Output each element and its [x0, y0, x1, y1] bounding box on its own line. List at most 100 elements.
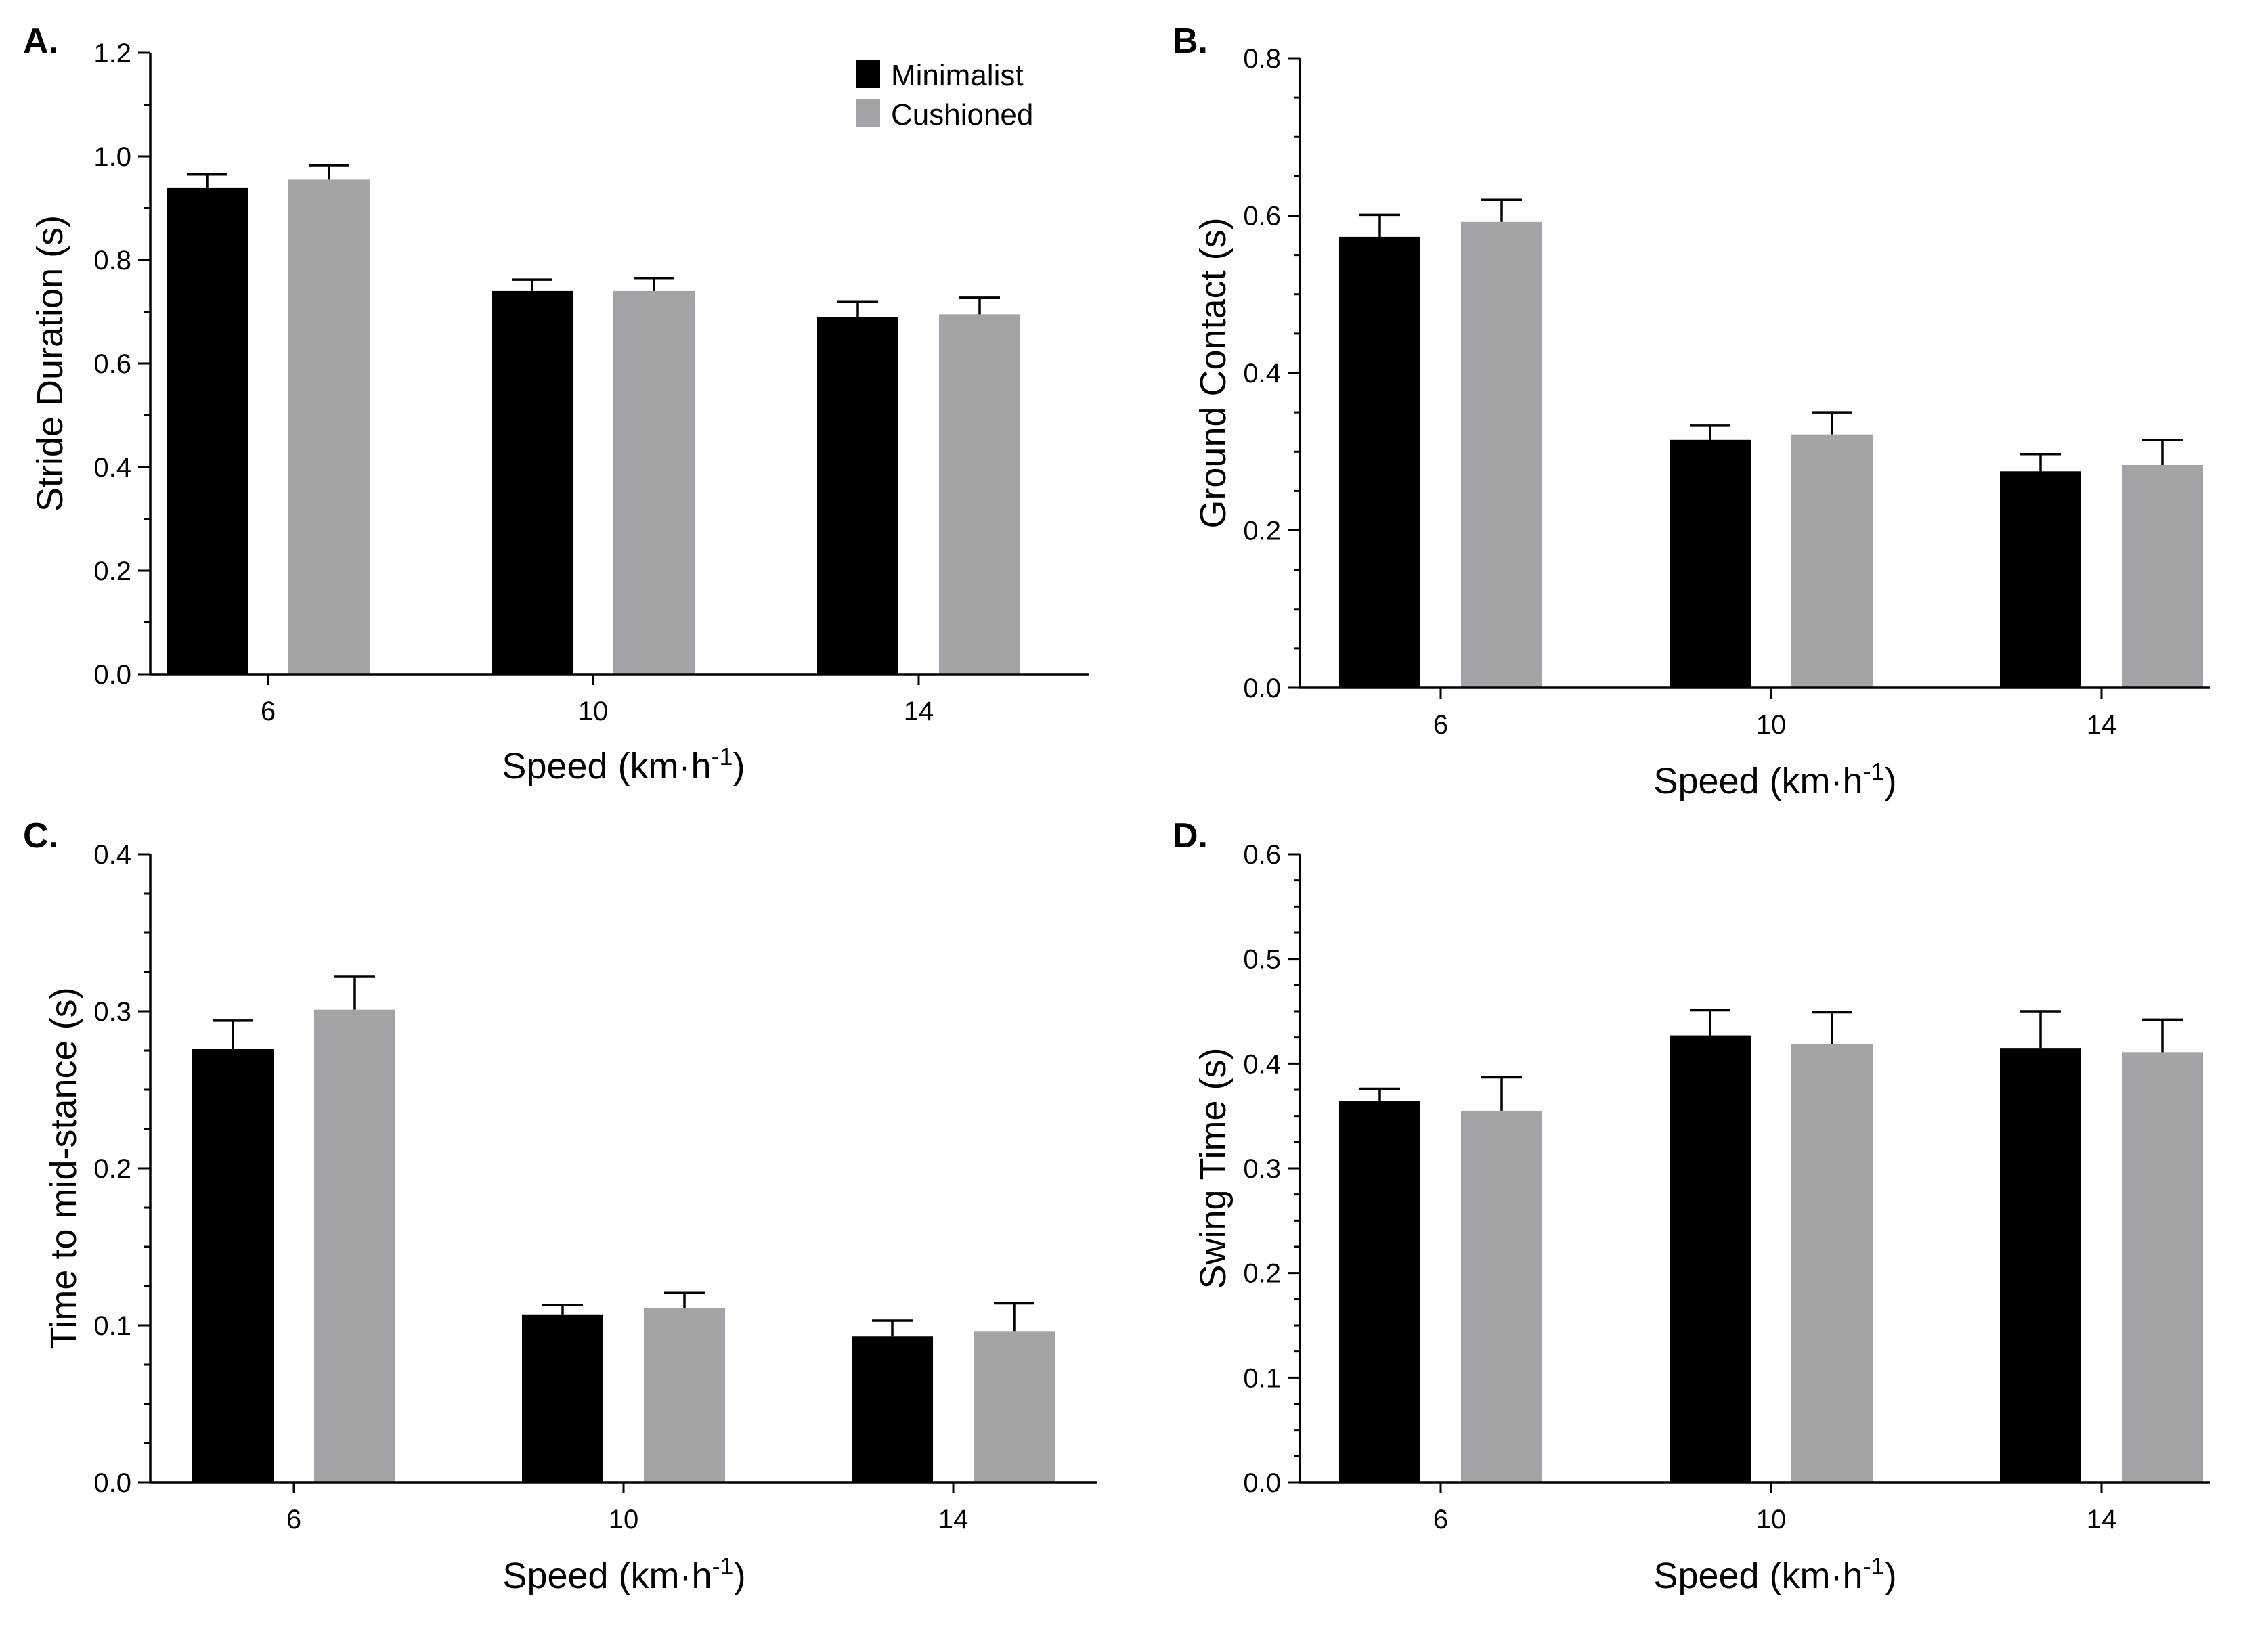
x-axis-title: Speed (km·h-1): [502, 743, 745, 787]
error-bar-cushioned-14: [2142, 439, 2183, 466]
bar-cushioned-6: [288, 179, 370, 674]
chart-panel-4: D. 6 10 14 0.0 0.1 0.2 0.3 0.4 0.5 0.6 Swing Time (…: [1173, 816, 2210, 1596]
error-bar-minimalist-6: [187, 173, 227, 188]
error-bar-cushioned-6: [334, 975, 375, 1010]
bar-minimalist-6: [192, 1049, 274, 1482]
legend-swatch-minimalist: [856, 60, 880, 88]
y-tick-label: 0.8: [93, 246, 131, 275]
x-axis-title: Speed (km·h-1): [1653, 757, 1896, 801]
panel-letter: A.: [23, 22, 58, 61]
error-bar-cushioned-14: [959, 296, 1000, 315]
error-bar-minimalist-10: [1690, 1009, 1730, 1036]
bar-minimalist-6: [167, 187, 248, 674]
x-tick-label: 6: [1433, 1505, 1448, 1535]
y-tick-label: 0.8: [1243, 44, 1281, 74]
x-tick-label: 6: [261, 697, 276, 726]
y-tick-label: 0.2: [1243, 516, 1281, 546]
y-tick-label: 0.2: [93, 556, 131, 586]
chart-panels: A. 6 10 14 0.0 0.2 0.4 0.6 0.8 1.0 1.2 Stride Durat…: [23, 22, 2210, 1596]
bar-cushioned-14: [974, 1331, 1055, 1482]
x-tick-label: 10: [1756, 1505, 1787, 1535]
error-bar-cushioned-14: [994, 1302, 1034, 1332]
bar-cushioned-14: [2122, 465, 2203, 688]
x-tick-label: 14: [904, 697, 934, 726]
y-tick-label: 0.0: [93, 1468, 131, 1498]
y-axis-title: Swing Time (s): [1193, 1047, 1234, 1289]
y-tick-label: 0.6: [1243, 202, 1281, 231]
x-tick-label: 10: [1756, 710, 1787, 740]
bar-cushioned-6: [314, 1009, 395, 1482]
y-tick-label: 0.0: [93, 660, 131, 690]
y-tick-label: 0.4: [1243, 1049, 1281, 1079]
error-bar-cushioned-6: [1481, 198, 1522, 222]
chart-panel-2: B. 6 10 14 0.0 0.2 0.4 0.6 0.8 Ground Contact (s)…: [1173, 22, 2210, 801]
legend-swatch-cushioned: [856, 99, 880, 127]
y-tick-label: 0.4: [93, 840, 131, 870]
x-axis-title: Speed (km·h-1): [1653, 1552, 1896, 1596]
error-bar-minimalist-14: [872, 1319, 913, 1337]
y-tick-label: 0.1: [1243, 1363, 1281, 1393]
y-tick-label: 0.2: [1243, 1259, 1281, 1289]
y-tick-label: 0.4: [93, 453, 131, 483]
error-bar-minimalist-6: [1359, 1087, 1400, 1102]
bar-cushioned-10: [644, 1308, 725, 1482]
legend-label-cushioned: Cushioned: [891, 98, 1033, 131]
bar-minimalist-14: [2000, 471, 2081, 688]
x-tick-label: 6: [1433, 710, 1448, 740]
error-bar-cushioned-10: [634, 277, 674, 291]
y-tick-label: 1.2: [93, 39, 131, 68]
bar-cushioned-10: [1791, 434, 1873, 688]
error-bar-minimalist-14: [837, 300, 878, 317]
y-tick-label: 0.5: [1243, 945, 1281, 975]
axes: [149, 53, 1089, 676]
bar-cushioned-6: [1461, 1110, 1542, 1482]
error-bar-cushioned-10: [1812, 1011, 1852, 1044]
error-bar-cushioned-10: [1812, 411, 1852, 435]
y-axis-title: Ground Contact (s): [1193, 217, 1234, 528]
x-tick-label: 14: [2087, 1505, 2117, 1535]
y-tick-label: 0.0: [1243, 674, 1281, 703]
y-tick-label: 0.3: [1243, 1154, 1281, 1184]
y-axis-title: Time to mid-stance (s): [43, 987, 84, 1349]
axes: [1299, 58, 2210, 689]
bar-minimalist-14: [852, 1336, 933, 1482]
bar-minimalist-14: [2000, 1048, 2081, 1482]
error-bar-cushioned-6: [1481, 1076, 1522, 1111]
y-tick-label: 1.0: [93, 142, 131, 172]
bar-cushioned-6: [1461, 221, 1542, 688]
bar-minimalist-14: [817, 317, 898, 674]
y-tick-label: 0.3: [93, 997, 131, 1027]
axes: [1299, 854, 2210, 1484]
bar-cushioned-10: [613, 290, 695, 674]
x-axis-title: Speed (km·h-1): [502, 1552, 745, 1596]
panel-letter: D.: [1173, 816, 1208, 856]
panel-letter: B.: [1173, 22, 1208, 61]
legend: Minimalist Cushioned: [856, 59, 1033, 131]
panel-letter: C.: [23, 816, 58, 856]
bar-cushioned-10: [1791, 1043, 1873, 1482]
y-tick-label: 0.6: [1243, 840, 1281, 870]
x-tick-label: 10: [609, 1505, 639, 1535]
bar-minimalist-10: [1670, 439, 1751, 688]
x-tick-label: 14: [2087, 710, 2117, 740]
error-bar-minimalist-10: [542, 1304, 583, 1315]
x-tick-label: 6: [286, 1505, 301, 1535]
y-tick-label: 0.1: [93, 1311, 131, 1341]
bar-minimalist-10: [1670, 1035, 1751, 1482]
y-axis-title: Stride Duration (s): [30, 215, 70, 512]
error-bar-minimalist-6: [1359, 213, 1400, 237]
error-bar-minimalist-6: [213, 1019, 253, 1049]
x-tick-label: 10: [578, 697, 609, 726]
error-bar-minimalist-14: [2020, 1010, 2061, 1049]
chart-panel-1: A. 6 10 14 0.0 0.2 0.4 0.6 0.8 1.0 1.2 Stride Durat…: [23, 22, 1089, 787]
y-tick-label: 0.0: [1243, 1468, 1281, 1498]
chart-panel-3: C. 6 10 14 0.0 0.1 0.2 0.3 0.4 Time to mid-stance…: [23, 816, 1097, 1596]
error-bar-minimalist-10: [512, 278, 552, 291]
y-tick-label: 0.2: [93, 1154, 131, 1184]
error-bar-minimalist-10: [1690, 424, 1730, 440]
x-tick-label: 14: [938, 1505, 969, 1535]
y-tick-label: 0.6: [93, 349, 131, 379]
bar-minimalist-6: [1339, 1101, 1420, 1482]
error-bar-minimalist-14: [2020, 452, 2061, 472]
